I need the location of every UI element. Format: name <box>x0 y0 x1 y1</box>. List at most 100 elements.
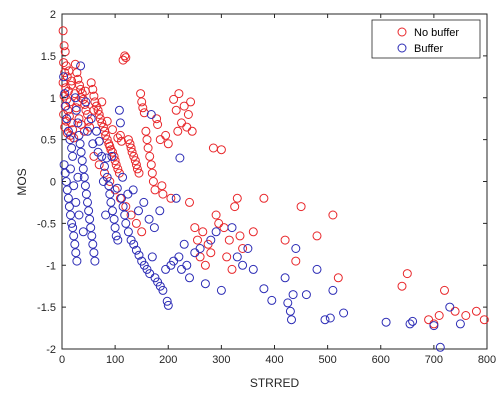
point-no-buffer <box>137 97 147 107</box>
point-buffer <box>74 130 84 140</box>
point-no-buffer <box>130 156 140 166</box>
point-no-buffer <box>224 235 234 245</box>
point-buffer <box>113 235 123 245</box>
point-no-buffer <box>129 151 139 161</box>
point-buffer <box>179 239 189 249</box>
point-buffer <box>62 185 72 195</box>
point-no-buffer <box>123 135 133 145</box>
point-buffer <box>86 114 96 124</box>
point-buffer <box>123 227 133 237</box>
point-buffer <box>248 264 258 274</box>
x-tick-label: 200 <box>159 354 177 366</box>
point-buffer <box>339 308 349 318</box>
point-no-buffer <box>90 97 100 107</box>
point-buffer <box>301 290 311 300</box>
point-buffer <box>291 244 301 253</box>
point-buffer <box>435 342 445 352</box>
point-no-buffer <box>101 130 111 140</box>
point-buffer <box>288 290 298 300</box>
point-no-buffer <box>126 143 136 153</box>
point-no-buffer <box>206 248 216 258</box>
point-buffer <box>76 147 86 157</box>
point-buffer <box>139 197 149 207</box>
y-tick-label: -1.5 <box>37 302 56 314</box>
point-buffer <box>445 302 455 312</box>
point-no-buffer <box>97 118 107 128</box>
point-no-buffer <box>211 210 221 220</box>
point-no-buffer <box>59 41 69 51</box>
point-no-buffer <box>248 227 258 237</box>
point-no-buffer <box>121 202 131 212</box>
y-tick-label: 2 <box>50 9 56 21</box>
point-no-buffer <box>222 252 232 262</box>
point-buffer <box>87 231 97 241</box>
point-buffer <box>325 313 335 323</box>
point-no-buffer <box>312 231 322 241</box>
point-buffer <box>90 256 100 266</box>
point-buffer <box>108 206 117 216</box>
point-no-buffer <box>71 103 81 113</box>
point-no-buffer <box>238 244 248 253</box>
point-buffer <box>238 260 248 270</box>
point-buffer <box>408 316 418 326</box>
point-no-buffer <box>163 139 173 149</box>
point-buffer <box>89 248 99 258</box>
point-no-buffer <box>58 26 68 36</box>
point-buffer <box>117 193 126 203</box>
point-no-buffer <box>227 264 237 274</box>
point-no-buffer <box>118 55 128 65</box>
point-buffer <box>71 248 81 258</box>
x-tick-label: 0 <box>59 354 65 366</box>
point-no-buffer <box>113 133 123 143</box>
point-buffer <box>59 72 69 82</box>
point-buffer <box>88 239 98 249</box>
point-no-buffer <box>153 120 163 129</box>
y-tick-label: 0 <box>50 177 56 189</box>
point-buffer <box>429 321 439 331</box>
point-no-buffer <box>187 126 197 136</box>
point-buffer <box>92 126 101 136</box>
point-buffer <box>84 206 94 216</box>
point-buffer <box>71 197 81 207</box>
point-buffer <box>312 264 322 274</box>
point-buffer <box>81 97 91 107</box>
point-buffer <box>174 252 184 262</box>
point-no-buffer <box>161 130 171 140</box>
point-no-buffer <box>108 125 117 135</box>
point-buffer <box>66 164 75 174</box>
point-buffer <box>185 273 194 283</box>
point-buffer <box>155 206 165 216</box>
point-buffer <box>206 235 216 245</box>
point-buffer <box>75 139 85 149</box>
point-no-buffer <box>145 151 155 161</box>
point-buffer <box>111 231 121 241</box>
point-no-buffer <box>479 315 489 325</box>
point-no-buffer <box>461 311 471 320</box>
point-buffer <box>79 172 89 182</box>
legend-marker-no-buffer <box>397 27 407 37</box>
point-no-buffer <box>93 105 103 115</box>
point-buffer <box>73 172 83 182</box>
point-no-buffer <box>150 185 160 195</box>
point-buffer <box>100 161 109 171</box>
y-tick-label: 1.5 <box>41 51 56 63</box>
point-buffer <box>175 153 185 163</box>
point-buffer <box>128 185 138 195</box>
point-no-buffer <box>185 197 194 207</box>
point-buffer <box>134 206 143 216</box>
point-no-buffer <box>296 202 306 212</box>
point-buffer <box>94 136 104 146</box>
point-no-buffer <box>216 145 226 155</box>
point-no-buffer <box>132 164 142 174</box>
point-buffer <box>68 151 78 161</box>
point-no-buffer <box>138 103 148 113</box>
point-buffer <box>70 239 80 249</box>
point-buffer <box>283 298 293 308</box>
x-tick-label: 500 <box>318 354 336 366</box>
x-axis-label: STRRED <box>250 376 300 390</box>
point-buffer <box>243 244 253 253</box>
point-buffer <box>134 250 144 260</box>
point-no-buffer <box>89 91 99 101</box>
point-no-buffer <box>173 126 183 136</box>
point-no-buffer <box>86 78 96 88</box>
